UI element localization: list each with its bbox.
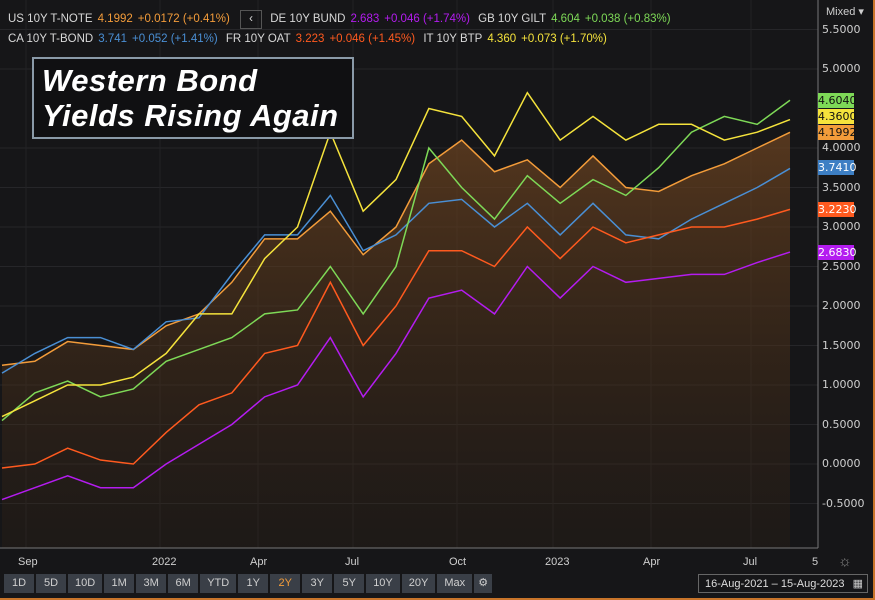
range-button-5y[interactable]: 5Y [334, 574, 365, 593]
range-button-6m[interactable]: 6M [168, 574, 199, 593]
legend-change: +0.046 (+1.74%) [384, 13, 470, 25]
legend-change: +0.0172 (+0.41%) [137, 13, 230, 25]
range-button-10d[interactable]: 10D [68, 574, 103, 593]
range-button-ytd[interactable]: YTD [200, 574, 237, 593]
y-tick-label: 1.5000 [822, 338, 861, 352]
range-button-5d[interactable]: 5D [36, 574, 66, 593]
x-tick-label: Jul [743, 556, 758, 568]
date-range-field[interactable]: 16-Aug-2021 – 15-Aug-2023 ▦ [698, 574, 868, 593]
x-tick-label: 2023 [545, 556, 570, 568]
y-tick-label: -0.5000 [822, 496, 865, 510]
legend-row-1: US 10Y T-NOTE 4.1992 +0.0172 (+0.41%) ‹ DE… [8, 10, 676, 29]
x-tick-label: Oct [449, 556, 467, 568]
title-line-2: Yields Rising Again [42, 98, 339, 133]
legend-change: +0.052 (+1.41%) [132, 33, 218, 45]
legend-value: 3.741 [98, 33, 128, 45]
y-tick-label: 5.0000 [822, 62, 861, 75]
legend-change: +0.038 (+0.83%) [584, 13, 671, 25]
range-button-max[interactable]: Max [437, 574, 473, 593]
us-area-fill [2, 132, 790, 549]
y-tick-label: 0.5000 [822, 417, 861, 431]
last-value-badge: 3.7410 [818, 160, 857, 175]
sun-settings-icon[interactable]: ☼ [838, 553, 852, 570]
series-line-it-10y-btp[interactable] [1, 91, 791, 418]
last-value-badge: 4.6040 [818, 93, 857, 108]
range-button-1d[interactable]: 1D [4, 574, 34, 593]
legend-change: +0.046 (+1.45%) [329, 33, 416, 45]
legend-name: DE 10Y BUND [270, 13, 346, 25]
range-toolbar: 1D 5D 10D 1M 3M 6M YTD 1Y 2Y 3Y 5Y 10Y 20Y Max ⚙ [4, 574, 493, 593]
legend-name: US 10Y T-NOTE [8, 13, 93, 25]
gear-icon[interactable]: ⚙ [474, 574, 493, 593]
y-tick-label: 5.5000 [822, 22, 861, 36]
legend-name: FR 10Y OAT [225, 33, 291, 45]
legend-row-2: CA 10Y T-BOND 3.741 +0.052 (+1.41%) FR 10Y… [8, 33, 612, 45]
x-tick-label: Sep [18, 556, 38, 568]
legend-value: 3.223 [295, 33, 325, 45]
y-tick-label: 3.0000 [822, 220, 861, 233]
series-line-de-10y-bund[interactable] [1, 251, 791, 501]
y-tick-label: 4.0000 [822, 141, 861, 154]
legend-name: CA 10Y T-BOND [8, 33, 94, 45]
legend-value: 4.360 [487, 33, 517, 45]
legend-value: 4.604 [551, 13, 580, 25]
calendar-icon[interactable]: ▦ [852, 578, 863, 590]
y-tick-label: 3.5000 [822, 180, 861, 194]
last-value-badge: 3.2230 [818, 202, 857, 217]
date-range-text: 16-Aug-2021 – 15-Aug-2023 [705, 578, 845, 590]
chevron-left-icon[interactable]: ‹ [240, 10, 263, 29]
x-tick-label: 5 [812, 556, 819, 568]
legend-value: 4.1992 [97, 13, 133, 25]
scale-mode-dropdown[interactable]: Mixed ▾ [826, 6, 864, 18]
range-button-1y[interactable]: 1Y [238, 574, 269, 593]
y-tick-label: 1.0000 [822, 378, 861, 391]
range-button-3m[interactable]: 3M [136, 574, 167, 593]
range-button-2y[interactable]: 2Y [270, 574, 301, 593]
range-button-3y[interactable]: 3Y [302, 574, 333, 593]
legend-change: +0.073 (+1.70%) [521, 33, 607, 45]
x-tick-label: Apr [250, 556, 268, 568]
y-tick-label: 2.5000 [822, 259, 861, 273]
y-tick-label: 2.0000 [822, 299, 861, 312]
series-line-ca-10y-t-bond[interactable] [1, 167, 791, 374]
series-line-gb-10y-gilt[interactable] [1, 99, 791, 422]
legend-name: IT 10Y BTP [423, 33, 483, 45]
last-value-badge: 4.1992 [818, 125, 857, 140]
legend-name: GB 10Y GILT [478, 13, 547, 25]
series-line-fr-10y-oat[interactable] [1, 208, 791, 469]
range-button-20y[interactable]: 20Y [401, 574, 436, 593]
x-tick-label: 2022 [152, 556, 177, 568]
title-line-1: Western Bond [42, 63, 258, 98]
chart-annotation-title: Western Bond Yields Rising Again [32, 57, 354, 139]
x-tick-label: Apr [643, 556, 661, 568]
legend-value: 2.683 [350, 13, 380, 25]
last-value-badge: 4.3600 [818, 109, 857, 124]
last-value-badge: 2.6830 [818, 245, 857, 260]
y-tick-label: 0.0000 [822, 457, 861, 470]
range-button-10y[interactable]: 10Y [366, 574, 400, 593]
x-tick-label: Jul [345, 556, 360, 568]
range-button-1m[interactable]: 1M [104, 574, 135, 593]
